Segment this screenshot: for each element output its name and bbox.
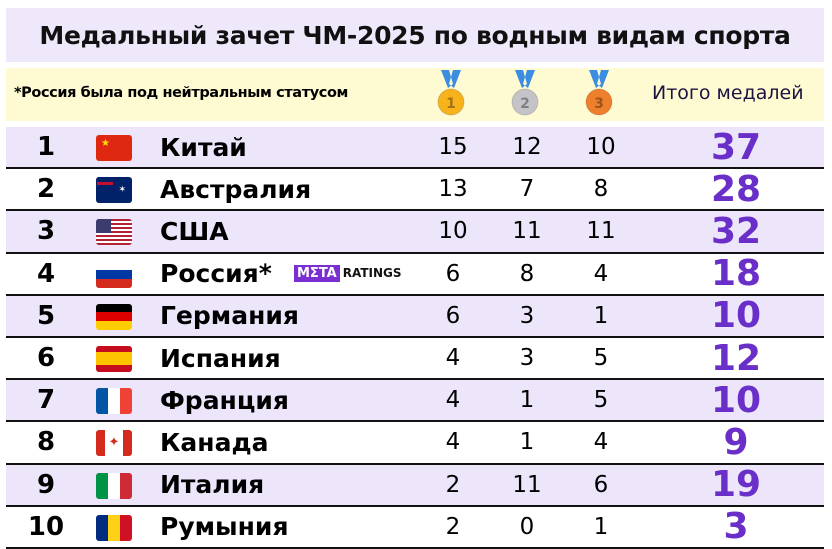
country-name: Австралия [160, 174, 312, 204]
bronze-count: 4 [593, 429, 609, 456]
country-name: Германия [160, 301, 299, 331]
rank: 7 [36, 385, 56, 416]
bronze-count: 4 [593, 260, 609, 287]
country-name: США [160, 216, 229, 246]
table-row: 10 Румыния 2 0 1 3 [6, 506, 824, 549]
table-row: 8 ✦ Канада 4 1 4 9 [6, 421, 824, 465]
total-count: 18 [710, 253, 762, 295]
gold-count: 4 [445, 387, 461, 414]
total-medals-header: Итого медалей [652, 82, 804, 104]
silver-count: 1 [519, 429, 535, 456]
total-count: 10 [710, 295, 762, 337]
rank: 6 [36, 343, 56, 374]
russia-flag-icon [96, 261, 132, 288]
australia-flag-icon: ✶ [96, 177, 132, 204]
gold-medal-icon: 1 [437, 70, 465, 116]
rank: 1 [36, 132, 56, 163]
italy-flag-icon [96, 472, 132, 499]
table-row: 2 ✶ Австралия 13 7 8 28 [6, 168, 824, 212]
total-count: 32 [710, 210, 762, 252]
silver-count: 7 [519, 176, 535, 203]
total-count: 37 [710, 126, 762, 168]
total-count: 9 [723, 421, 749, 463]
bronze-count: 5 [593, 387, 609, 414]
table-row: 9 Италия 2 11 6 19 [6, 464, 824, 507]
svg-text:1: 1 [446, 96, 456, 112]
silver-count: 1 [519, 387, 535, 414]
country-name: Италия [160, 470, 265, 500]
bronze-count: 11 [586, 218, 616, 245]
bronze-count: 1 [593, 302, 609, 329]
gold-count: 6 [445, 260, 461, 287]
neutral-status-note: *Россия была под нейтральным статусом [14, 85, 348, 101]
total-count: 19 [710, 464, 762, 506]
table-row: 1 ★ Китай 15 12 10 37 [6, 126, 824, 170]
country-name: Франция [160, 385, 289, 415]
bronze-count: 8 [593, 176, 609, 203]
germany-flag-icon [96, 303, 132, 330]
table-row: 4 Россия* MΣTA RATINGS 6 8 4 18 [6, 253, 824, 296]
rank: 5 [36, 300, 56, 331]
medal-table: 1 ★ Китай 15 12 10 37 2 ✶ Австралия 13 7… [6, 127, 824, 549]
country-name: Россия* [160, 259, 272, 289]
rank: 4 [36, 258, 56, 289]
country-name: Канада [160, 427, 269, 457]
total-count: 28 [710, 168, 762, 210]
page-title: Медальный зачет ЧМ-2025 по водным видам … [6, 8, 824, 62]
country-name: Испания [160, 343, 281, 373]
table-header: *Россия была под нейтральным статусом 1 2… [6, 68, 824, 121]
silver-count: 0 [519, 513, 535, 540]
silver-count: 11 [512, 471, 542, 498]
rank: 2 [36, 174, 56, 205]
gold-count: 2 [445, 471, 461, 498]
canada-flag-icon: ✦ [96, 430, 132, 457]
total-count: 10 [710, 379, 762, 421]
gold-count: 6 [445, 302, 461, 329]
svg-text:3: 3 [594, 96, 604, 112]
gold-count: 10 [438, 218, 468, 245]
gold-count: 15 [438, 134, 468, 161]
silver-count: 3 [519, 345, 535, 372]
meta-ratings-logo: MΣTA RATINGS [294, 264, 402, 282]
silver-count: 12 [512, 134, 542, 161]
bronze-medal-icon: 3 [585, 70, 613, 116]
table-row: 5 Германия 6 3 1 10 [6, 295, 824, 338]
gold-count: 2 [445, 513, 461, 540]
silver-count: 3 [519, 302, 535, 329]
bronze-count: 10 [586, 134, 616, 161]
gold-count: 4 [445, 345, 461, 372]
usa-flag-icon [96, 219, 132, 246]
france-flag-icon [96, 388, 132, 415]
bronze-count: 5 [593, 345, 609, 372]
country-name: Румыния [160, 512, 289, 542]
gold-count: 13 [438, 176, 468, 203]
silver-medal-icon: 2 [511, 70, 539, 116]
total-count: 3 [723, 506, 749, 548]
bronze-count: 6 [593, 471, 609, 498]
table-row: 3 США 10 11 11 32 [6, 210, 824, 254]
romania-flag-icon [96, 514, 132, 541]
silver-count: 11 [512, 218, 542, 245]
rank: 3 [36, 216, 56, 247]
gold-count: 4 [445, 429, 461, 456]
country-name: Китай [160, 132, 247, 162]
rank: 9 [36, 469, 56, 500]
svg-text:2: 2 [520, 96, 530, 112]
table-row: 6 Испания 4 3 5 12 [6, 337, 824, 381]
silver-count: 8 [519, 260, 535, 287]
china-flag-icon: ★ [96, 135, 132, 161]
rank: 10 [27, 511, 65, 542]
total-count: 12 [710, 337, 762, 379]
bronze-count: 1 [593, 513, 609, 540]
spain-flag-icon [96, 345, 132, 372]
rank: 8 [36, 427, 56, 458]
table-row: 7 Франция 4 1 5 10 [6, 379, 824, 423]
